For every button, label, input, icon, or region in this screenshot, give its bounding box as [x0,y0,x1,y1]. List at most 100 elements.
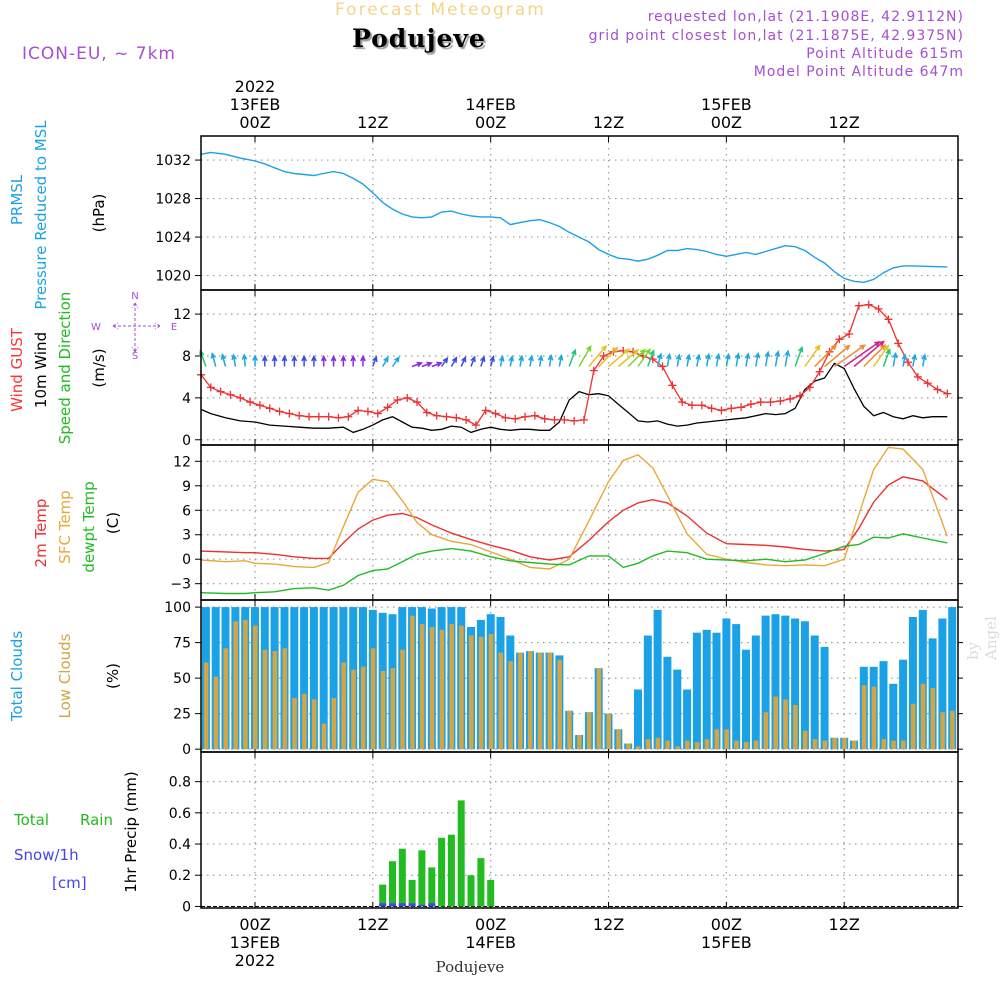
total-cloud-bar [300,607,309,750]
low-clouds-label: Low Clouds [56,633,74,718]
wind-gust-marker [835,335,844,344]
low-cloud-bar [253,625,258,750]
total-label: Total [13,811,49,829]
wind-direction-arrow [627,348,647,368]
low-cloud-bar [704,739,710,750]
wind-gust-marker [717,406,726,415]
top-hour-label: 12Z [593,113,624,132]
wind-direction-label: Speed and Direction [56,292,74,445]
low-cloud-bar [714,729,719,750]
wind-gust-marker [373,409,382,418]
snow-bar [418,904,426,907]
low-cloud-bar [321,723,327,750]
total-cloud-bar [889,683,898,750]
wind-gust-marker [678,398,687,407]
wind-direction-arrow [350,354,357,367]
top-hour-label: 12Z [357,113,388,132]
wind-gust-marker [462,415,471,424]
precip-frame [200,751,959,909]
wind-direction-arrow [675,353,682,367]
low-cloud-bar [223,648,228,750]
snow-unit-label: [cm] [52,874,87,892]
low-cloud-bar [753,740,759,750]
low-cloud-bar [439,629,445,750]
low-cloud-bar [832,737,837,750]
total-cloud-bar [751,635,760,750]
low-cloud-bar [871,686,877,750]
wind-gust-marker [658,362,667,371]
wind-direction-arrow [901,353,908,367]
wind-direction-arrow [665,352,672,367]
low-cloud-bar [793,705,798,750]
low-cloud-bar [596,668,602,750]
total-cloud-bar [771,614,780,750]
low-cloud-bar [773,696,778,750]
snow-bar [408,903,416,907]
y-tick-label: 0 [182,433,191,449]
total-cloud-bar [290,607,299,750]
temp-2m-label: 2m Temp [32,499,50,568]
y-tick-label: 3 [182,528,191,544]
low-cloud-bar [606,713,611,750]
wind-direction-arrow [360,354,366,367]
rain-bar [477,858,485,907]
total-cloud-bar [319,607,328,750]
wind-gust-marker [668,381,677,390]
wind-gust-marker [776,397,785,406]
wind-direction-arrow [637,348,651,367]
y-tick-label: 0.8 [169,775,191,791]
wind-direction-arrow [220,353,227,367]
total-cloud-bar [879,661,888,750]
y-tick-label: 0.2 [169,868,191,884]
y-tick-label: 0.6 [169,806,191,822]
wind-gust-marker [265,404,274,413]
rain-bar [408,879,416,907]
rain-bar [428,867,436,907]
snow-bar [389,903,396,907]
wind-direction-arrow [421,361,433,368]
low-cloud-bar [842,737,847,750]
precip-axis-label: 1hr Precip (mm) [122,771,140,892]
y-tick-label: 75 [173,636,191,652]
wind-gust-marker [815,367,824,376]
wind-direction-arrow [301,354,307,367]
low-cloud-bar [891,740,896,750]
temp-dewpt-label: dewpt Temp [80,481,98,572]
low-cloud-bar [812,739,818,750]
y-tick-label: 6 [182,503,191,519]
y-tick-label: 50 [173,671,191,687]
low-cloud-bar [302,693,307,750]
low-cloud-bar [429,627,435,750]
wind-direction-arrow [210,352,217,367]
low-cloud-bar [930,688,936,750]
low-cloud-bar [272,651,278,750]
rain-bar [487,879,495,907]
pressure-frame [200,135,959,291]
low-cloud-bar [586,712,592,750]
wind-direction-arrow [241,353,248,367]
wind-gust-marker [383,403,392,412]
low-cloud-bar [478,636,484,750]
wind-direction-arrow [734,352,741,367]
wind-direction-arrow [340,354,347,367]
wind-gust-marker [727,404,736,413]
wind-gust-marker [786,394,795,403]
wind-direction-arrow [440,356,449,367]
requested-coordinates: requested lon,lat (21.1908E, 42.9112N) [647,9,964,25]
top-hour-label: 12Z [829,113,860,132]
rain-bar [389,861,396,907]
compass-west: W [91,322,101,333]
wind-gust-marker [874,304,883,313]
wind-gust-marker [570,416,579,425]
wind-direction-arrow [547,353,554,367]
wind-direction-arrow [489,355,495,367]
wind-gust-marker [707,404,716,413]
wind-direction-arrow [431,361,443,368]
pressure-unit-label: (hPa) [90,194,108,233]
low-cloud-bar [645,739,651,750]
pressure-line [200,151,948,284]
low-cloud-bar [724,729,729,750]
total-cloud-bar [653,609,662,750]
wind-direction-arrow [320,354,327,367]
